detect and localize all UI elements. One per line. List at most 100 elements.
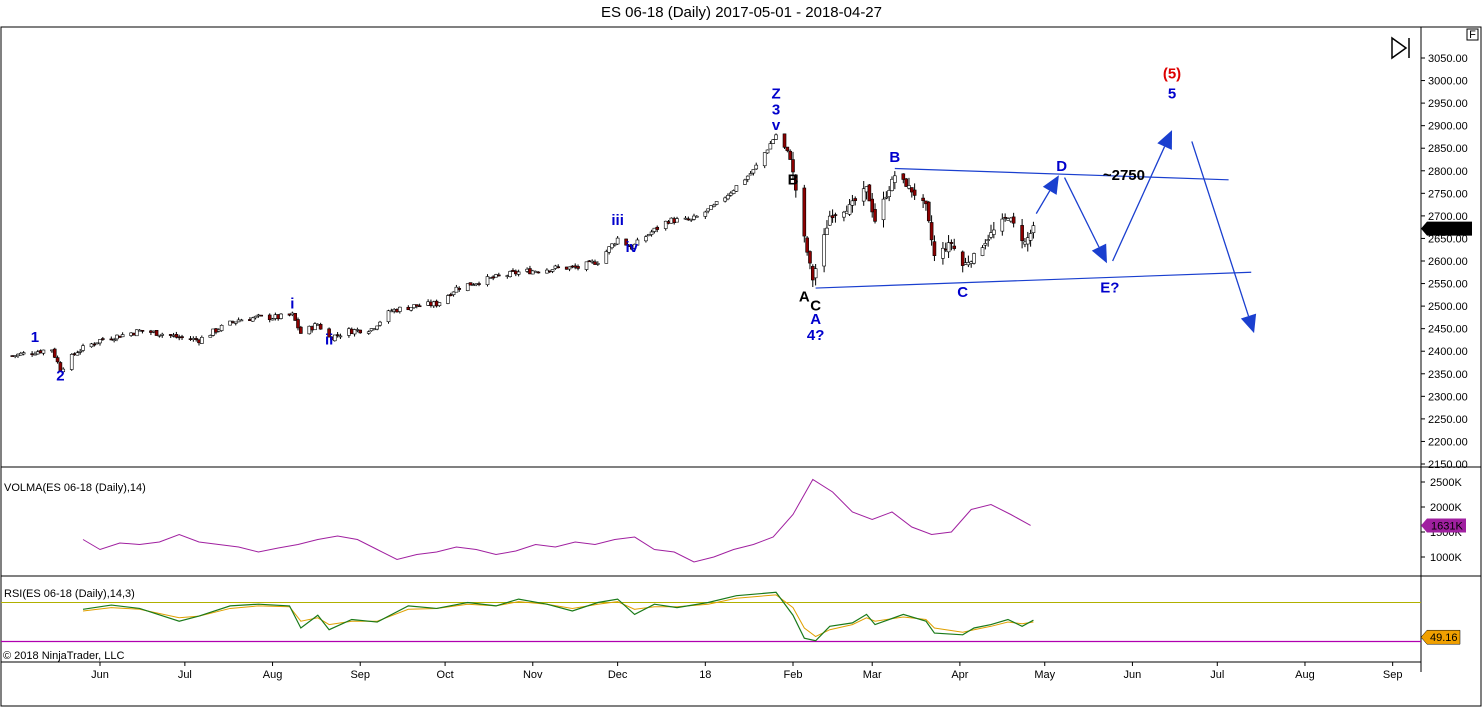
candle-body [414, 304, 419, 307]
candle-body [239, 319, 244, 322]
candle-body [929, 222, 934, 241]
projection-arrow-line [1035, 190, 1051, 214]
rsi-panel: 49.16 [1, 591, 1461, 645]
chart-frame [0, 26, 1482, 707]
candle-body [327, 328, 331, 338]
candle-body [550, 269, 555, 272]
candle-body [516, 271, 521, 275]
candle-body [884, 196, 889, 199]
candle-body [805, 237, 809, 253]
candle-body [389, 310, 394, 313]
rsi-title: RSI(ES 06-18 (Daily),14,3) [4, 588, 135, 600]
candle-body [508, 271, 512, 277]
candle-body [95, 342, 99, 345]
time-axis: Jun Jul Aug Sep Oct Nov Dec 18 Feb Mar Apr May Jun Ju… [91, 662, 1402, 681]
candle-body [774, 134, 778, 140]
candle-body [584, 261, 589, 270]
projection-arrow-line [1063, 177, 1100, 248]
candle-body [296, 319, 300, 329]
wave-label: v [772, 117, 781, 134]
play-step-icon[interactable] [1391, 36, 1410, 60]
candle-body [92, 343, 97, 346]
candle-body [576, 266, 580, 269]
candle-body [610, 243, 614, 249]
wave-label: A [799, 289, 810, 306]
month-tick-label: 18 [699, 669, 711, 681]
candle-body [847, 204, 852, 215]
candle-body [972, 253, 976, 264]
wave-label: i [290, 295, 294, 312]
candle-body [890, 178, 894, 191]
candle-body [465, 283, 470, 291]
candle-body [771, 139, 776, 144]
wave-label: Z [771, 86, 780, 103]
candle-body [960, 251, 965, 266]
candle-body [174, 334, 179, 338]
candle-body [723, 197, 727, 202]
candle-body [842, 211, 846, 218]
candle-body [279, 313, 283, 319]
candle-body [655, 226, 660, 230]
candle-body [21, 352, 26, 355]
price-tick-label: 2300.00 [1428, 391, 1468, 403]
volma-last-marker [1421, 518, 1466, 533]
candle-body [398, 306, 402, 312]
price-tick-label: 2200.00 [1428, 436, 1468, 448]
candle-body [536, 271, 541, 274]
month-tick-label: Sep [350, 669, 370, 681]
candle-body [754, 164, 759, 170]
candle-body [112, 339, 116, 342]
candle-body [861, 188, 866, 202]
candle-body [813, 268, 818, 279]
candle-body [748, 173, 753, 176]
candle-body [663, 220, 668, 229]
candle-body [457, 288, 462, 290]
month-tick-label: Jun [1124, 669, 1142, 681]
wave-label: (5) [1163, 65, 1181, 82]
candle-body [873, 209, 877, 222]
trendline [815, 271, 1252, 289]
projection-arrows [1035, 130, 1257, 334]
price-tick-label: 2800.00 [1428, 166, 1468, 178]
options-box[interactable] [1466, 28, 1479, 41]
candle-body [451, 291, 456, 295]
projection-arrow-head [1042, 175, 1059, 195]
wave-label: 5 [1168, 86, 1176, 103]
candle-body [932, 241, 937, 256]
candle-body [703, 211, 708, 217]
candle-body [946, 242, 951, 253]
candle-body [567, 266, 572, 270]
candle-body [901, 173, 906, 180]
candle-body [75, 352, 80, 356]
rsi-last-label: 49.16 [1430, 632, 1458, 644]
price-tick-label: 3050.00 [1428, 53, 1468, 65]
candle-body [692, 215, 696, 220]
projection-arrow-line [1112, 146, 1166, 262]
candle-body [926, 201, 931, 222]
candle-body [134, 329, 139, 337]
projection-arrow-head [1157, 130, 1173, 150]
candle-body [709, 205, 713, 210]
candle-body [612, 243, 617, 246]
candle-body [154, 330, 159, 336]
candle-body [881, 198, 886, 221]
candle-body [706, 208, 710, 212]
candle-body [912, 189, 917, 196]
candle-body [791, 159, 795, 173]
copyright: © 2018 NinjaTrader, LLC [3, 650, 124, 662]
candle-body [299, 326, 303, 334]
rsi-last-marker [1420, 629, 1461, 645]
candle-body [69, 354, 74, 370]
month-tick-label: Sep [1383, 669, 1403, 681]
candle-body [378, 321, 382, 326]
candle-body [58, 362, 63, 372]
wave-label: 2 [56, 368, 64, 385]
candle-body [952, 245, 957, 249]
candle-body [751, 169, 756, 174]
candle-body [1011, 216, 1016, 224]
candle-body [120, 334, 125, 338]
wave-label: 3 [772, 101, 780, 118]
candle-body [992, 229, 996, 235]
